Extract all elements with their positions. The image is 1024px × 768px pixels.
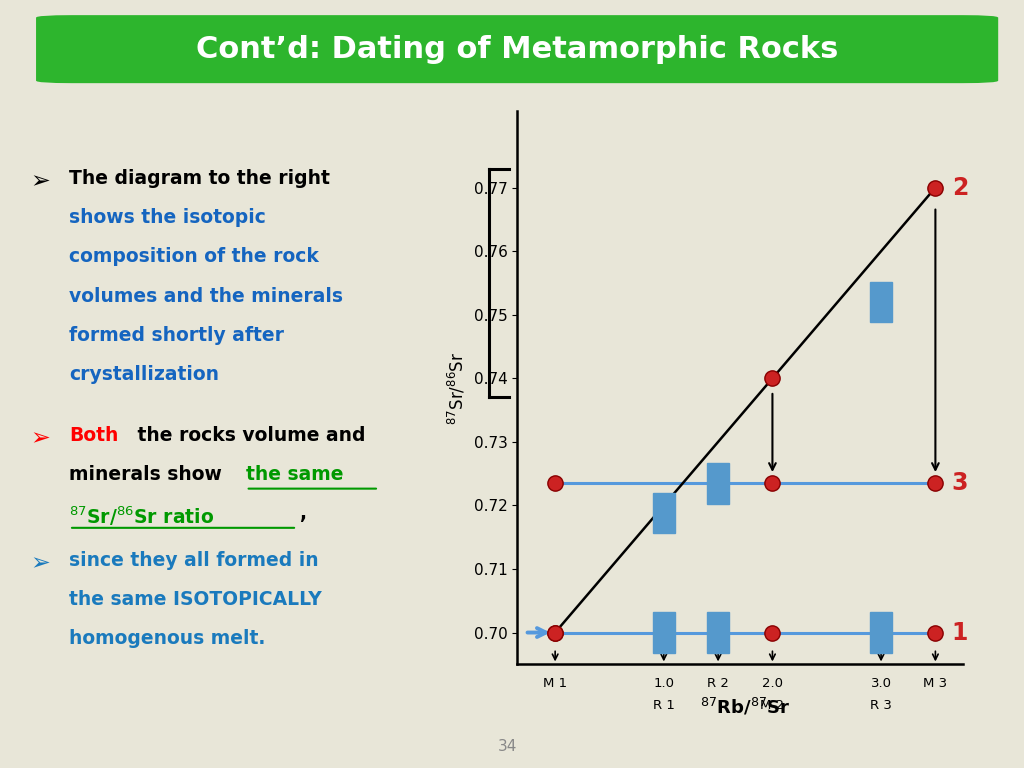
Text: formed shortly after: formed shortly after — [70, 326, 284, 345]
Text: 34: 34 — [498, 739, 517, 753]
Text: shows the isotopic: shows the isotopic — [70, 208, 266, 227]
Text: The diagram to the right: The diagram to the right — [70, 169, 330, 188]
Text: the same: the same — [246, 465, 343, 484]
Text: M 3: M 3 — [924, 677, 947, 690]
Text: homogenous melt.: homogenous melt. — [70, 629, 265, 648]
Text: Both: Both — [70, 425, 119, 445]
Bar — [708, 612, 729, 653]
Text: the same ISOTOPICALLY: the same ISOTOPICALLY — [70, 590, 322, 609]
Text: 3.0: 3.0 — [870, 677, 892, 690]
Bar — [653, 493, 675, 534]
Text: $^{87}$Sr/$^{86}$Sr ratio: $^{87}$Sr/$^{86}$Sr ratio — [70, 504, 214, 528]
Text: ➢: ➢ — [31, 425, 50, 450]
Bar — [653, 612, 675, 653]
Text: M 1: M 1 — [543, 677, 567, 690]
Text: minerals show: minerals show — [70, 465, 228, 484]
Text: 2: 2 — [951, 176, 968, 200]
Text: composition of the rock: composition of the rock — [70, 247, 319, 266]
Bar — [870, 282, 892, 323]
Text: M 2: M 2 — [761, 700, 784, 712]
Text: 1.0: 1.0 — [653, 677, 674, 690]
Text: R 1: R 1 — [653, 700, 675, 712]
Text: ,: , — [299, 504, 306, 523]
Text: volumes and the minerals: volumes and the minerals — [70, 286, 343, 306]
Text: $^{87}$Rb/$^{87}$Sr: $^{87}$Rb/$^{87}$Sr — [700, 696, 791, 717]
Text: R 2: R 2 — [708, 677, 729, 690]
Bar — [870, 612, 892, 653]
Text: 1: 1 — [951, 621, 968, 644]
Text: Cont’d: Dating of Metamorphic Rocks: Cont’d: Dating of Metamorphic Rocks — [196, 35, 839, 64]
Text: 3: 3 — [951, 472, 969, 495]
Text: ➢: ➢ — [31, 169, 50, 193]
Text: ➢: ➢ — [31, 551, 50, 574]
FancyBboxPatch shape — [36, 15, 998, 83]
Text: 2.0: 2.0 — [762, 677, 783, 690]
Text: the rocks volume and: the rocks volume and — [131, 425, 366, 445]
Bar — [708, 463, 729, 504]
Text: since they all formed in: since they all formed in — [70, 551, 318, 570]
Text: crystallization: crystallization — [70, 365, 219, 384]
Y-axis label: $^{87}$Sr/$^{86}$Sr: $^{87}$Sr/$^{86}$Sr — [446, 351, 468, 425]
Text: R 3: R 3 — [870, 700, 892, 712]
